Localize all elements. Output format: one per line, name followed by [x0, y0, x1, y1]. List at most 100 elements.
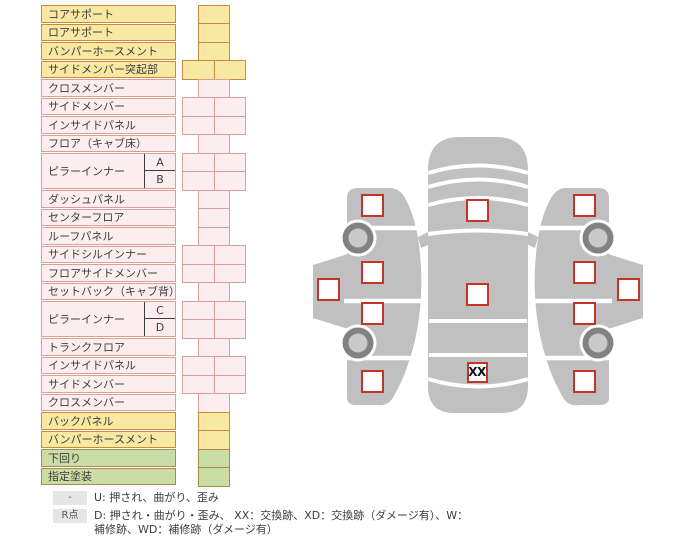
car-left-side-view [313, 188, 425, 406]
panel-divider-line [427, 228, 529, 236]
damage-marker [360, 193, 384, 217]
damage-marker [616, 277, 640, 301]
part-name: ピラーインナー [48, 165, 125, 178]
status-cell [182, 300, 215, 320]
damage-marker [572, 260, 596, 284]
part-name: クロスメンバー [48, 396, 125, 410]
status-cell [182, 152, 215, 172]
damage-marker [572, 369, 596, 393]
part-row-label: サイドメンバー突起部 [41, 60, 176, 78]
status-cell [198, 41, 230, 61]
status-cell [213, 97, 246, 117]
part-row-label: バックパネル [41, 412, 176, 430]
status-cell [213, 115, 246, 135]
part-row-label: トランクフロア [41, 338, 176, 356]
part-row-label: バンパーホースメント [41, 430, 176, 448]
part-name: インサイドパネル [48, 359, 136, 373]
status-cell [213, 60, 246, 80]
status-cell [198, 282, 230, 302]
part-name: サイドシルインナー [48, 248, 147, 262]
status-cell [198, 448, 230, 468]
panel-divider-line [427, 196, 529, 207]
side-mirror-icon [418, 231, 430, 248]
damage-marker [360, 301, 384, 325]
part-name: センターフロア [48, 211, 125, 225]
part-name: 下回り [48, 451, 81, 465]
status-cell [198, 134, 230, 154]
damage-marker [360, 260, 384, 284]
part-row-label: 指定塗装 [41, 467, 176, 485]
status-cell [213, 245, 246, 265]
part-row-label: ロアサポート [41, 23, 176, 41]
wheel-icon [339, 219, 377, 257]
part-sub-label: A [144, 154, 175, 171]
status-cell [198, 23, 230, 43]
legend: - U: 押され、曲がり、歪み R点 D: 押され・曲がり・歪み、 XX：交換跡… [53, 491, 478, 537]
legend-text: U: 押され、曲がり、歪み [94, 491, 219, 504]
part-row-label: コアサポート [41, 5, 176, 23]
part-name: ダッシュパネル [48, 192, 125, 206]
part-row-label: インサイドパネル [41, 356, 176, 374]
damage-marker-xx: XX [466, 361, 488, 383]
status-cell [198, 4, 230, 24]
part-sub-label: C [144, 302, 175, 319]
status-cell [198, 337, 230, 357]
damage-marker [465, 198, 489, 222]
status-cell [182, 356, 215, 376]
side-mirror-icon [526, 231, 538, 248]
status-cell [198, 393, 230, 413]
damage-marker [572, 193, 596, 217]
part-name: インサイドパネル [48, 118, 136, 132]
part-row-label: フロア（キャブ床） [41, 134, 176, 152]
status-cell [182, 263, 215, 283]
part-name: トランクフロア [48, 340, 125, 354]
part-name: バンパーホースメント [48, 44, 158, 58]
car-top-view [418, 137, 538, 413]
part-name: バンパーホースメント [48, 433, 158, 447]
legend-item: - U: 押され、曲がり、歪み [53, 491, 478, 505]
legend-text: D: 押され・曲がり・歪み、 XX：交換跡、XD：交換跡（ダメージ有）、W：補修… [94, 509, 469, 536]
status-cell [213, 300, 246, 320]
wheel-icon [339, 324, 377, 362]
part-name: ルーフパネル [48, 229, 114, 243]
damage-marker [465, 282, 489, 306]
status-cell [213, 374, 246, 394]
status-cell [182, 374, 215, 394]
status-cell [198, 430, 230, 450]
status-cell [182, 319, 215, 339]
part-name: クロスメンバー [48, 81, 125, 95]
part-row-label: バンパーホースメント [41, 42, 176, 60]
status-cell [213, 356, 246, 376]
part-name: コアサポート [48, 7, 114, 21]
status-cell [198, 78, 230, 98]
part-row-label: ピラーインナー A B [41, 153, 176, 189]
part-row-label: サイドメンバー [41, 97, 176, 115]
status-cell [182, 115, 215, 135]
panel-divider-line [427, 377, 529, 389]
part-name: フロア（キャブ床） [48, 137, 147, 151]
part-row-label: クロスメンバー [41, 79, 176, 97]
status-cell [182, 60, 215, 80]
part-name: ピラーインナー [48, 313, 125, 326]
status-cell [213, 319, 246, 339]
part-row-label: サイドシルインナー [41, 245, 176, 263]
part-row-label: セットバック（キャブ背） [41, 282, 176, 300]
status-cell [213, 152, 246, 172]
part-name: バックパネル [48, 414, 114, 428]
part-name: サイドメンバー突起部 [48, 63, 158, 77]
panel-divider-line [427, 177, 529, 189]
part-row-label: ピラーインナー C D [41, 301, 176, 337]
status-cell [213, 263, 246, 283]
part-row-label: サイドメンバー [41, 375, 176, 393]
part-name: サイドメンバー [48, 377, 125, 391]
legend-code-chip: - [53, 491, 87, 505]
status-cell [182, 245, 215, 265]
part-row-label: センターフロア [41, 208, 176, 226]
status-cell [182, 171, 215, 191]
damage-marker [360, 369, 384, 393]
part-row-label: インサイドパネル [41, 116, 176, 134]
status-cell [213, 171, 246, 191]
